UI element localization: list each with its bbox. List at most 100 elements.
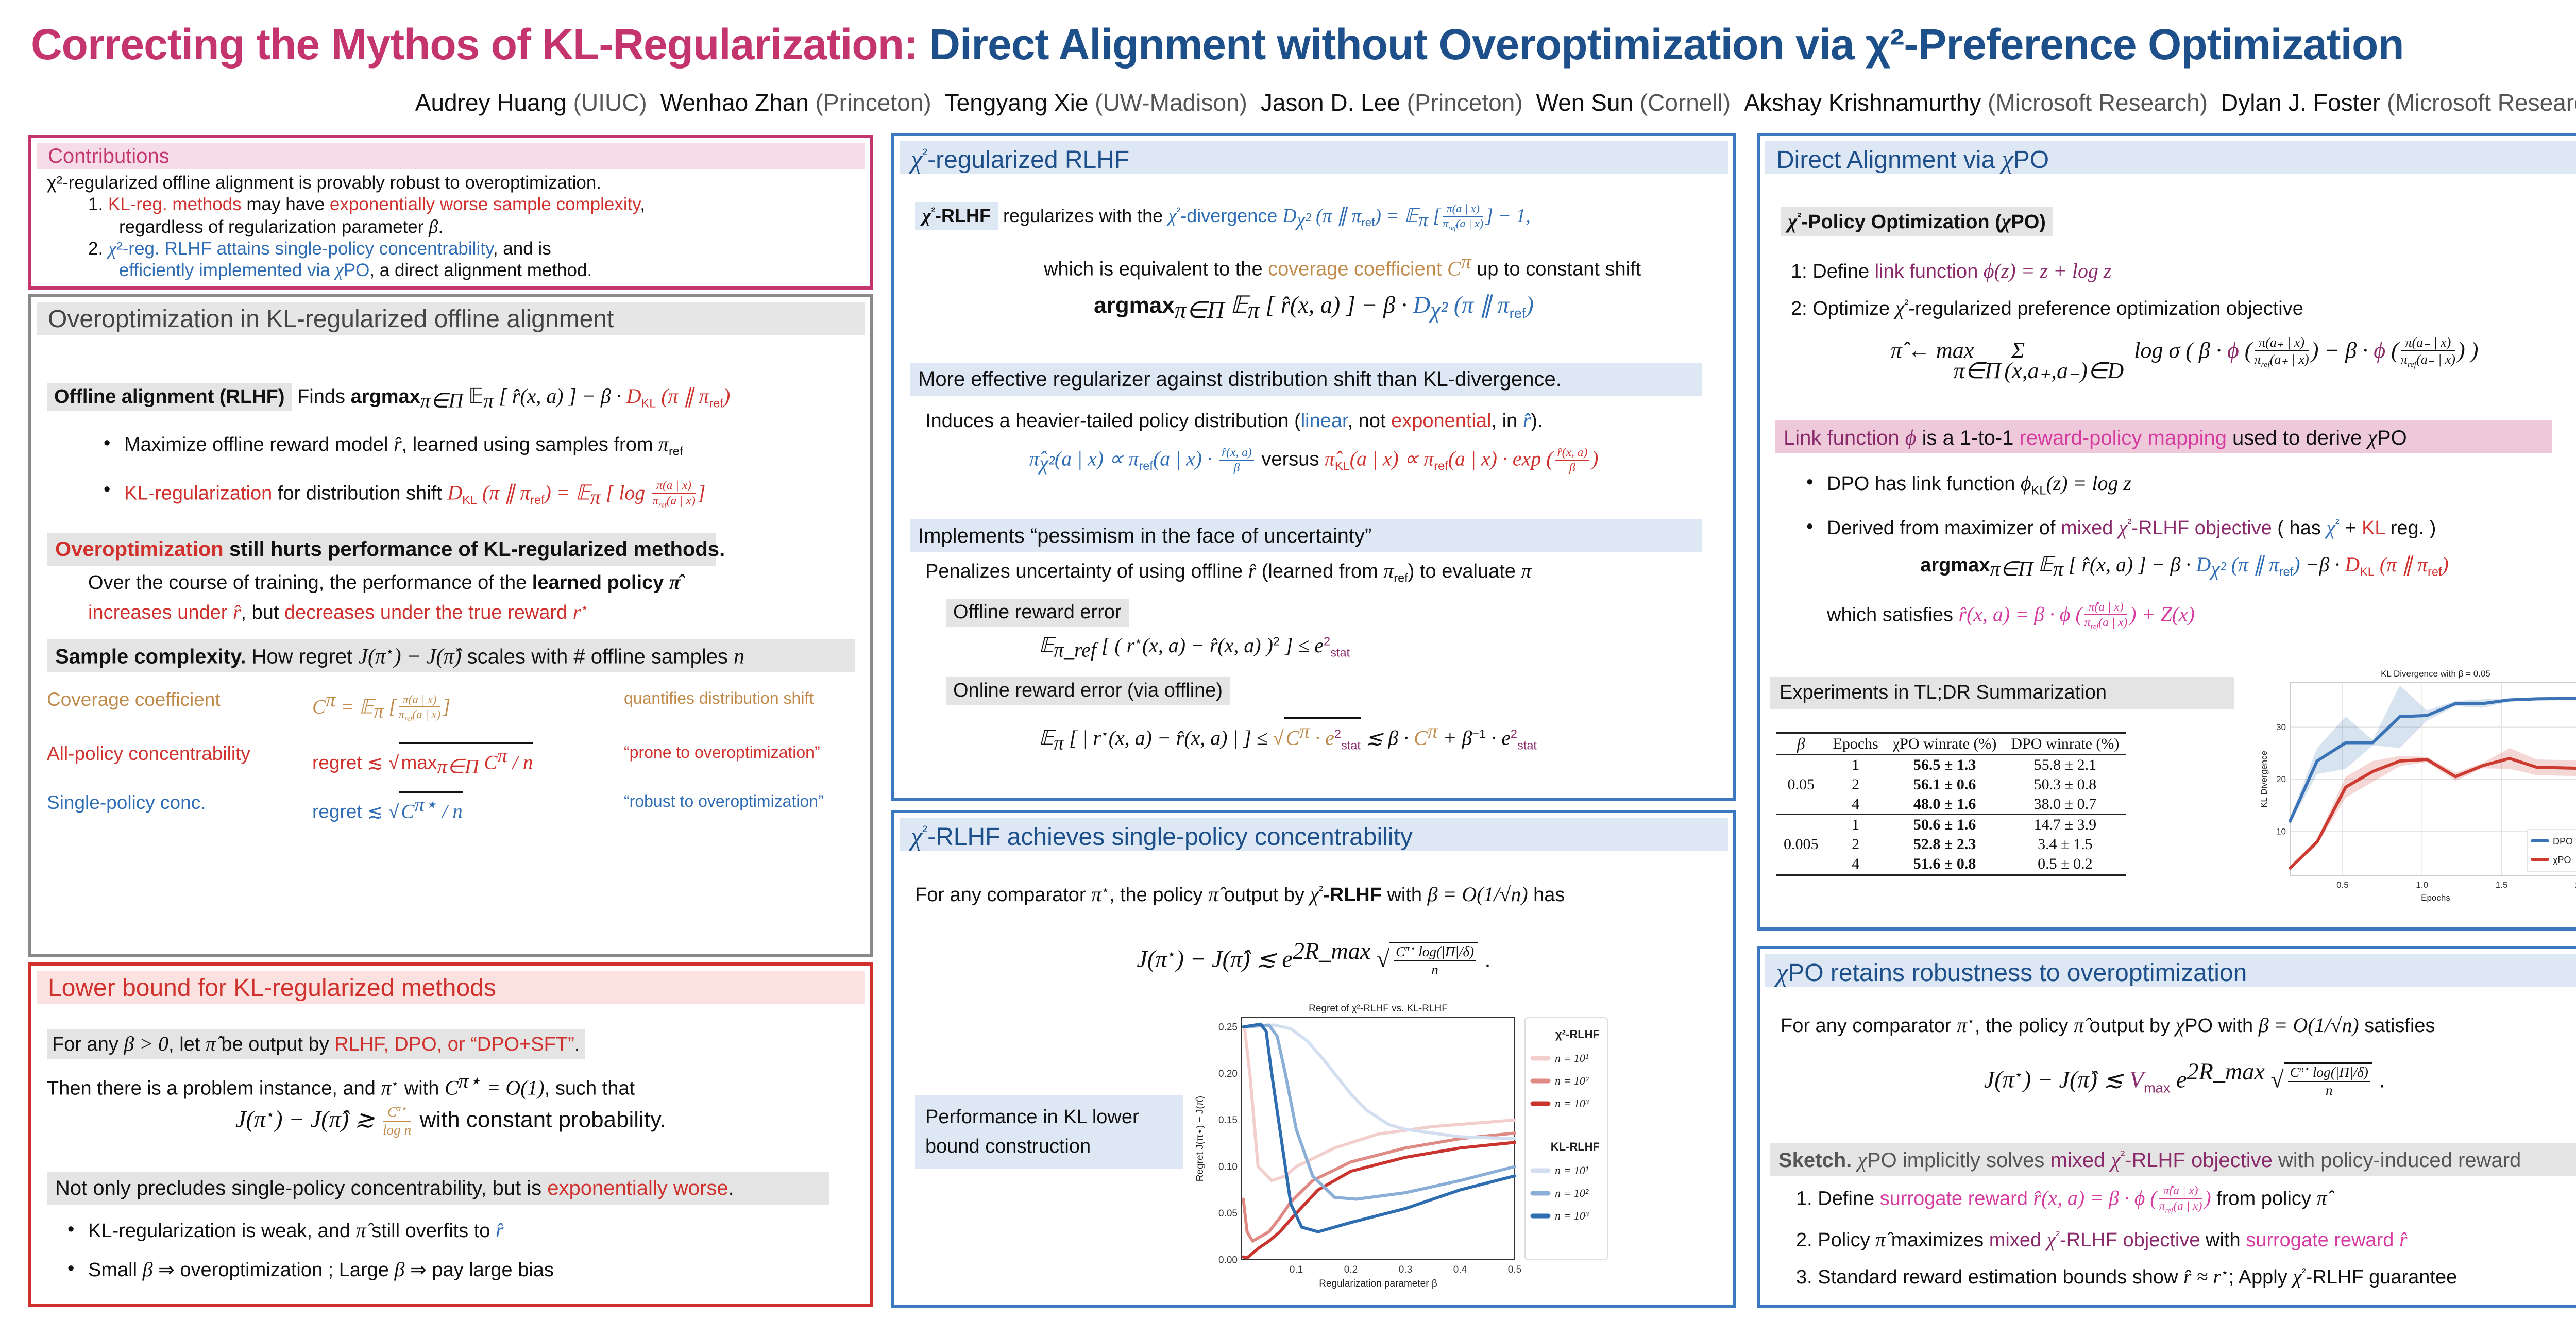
text-segment: Single-policy conc. bbox=[47, 792, 206, 813]
text-segment: increases under bbox=[88, 602, 233, 623]
text-segment: Derived from maximizer of bbox=[1827, 517, 2061, 539]
table-cell bbox=[1776, 854, 1826, 875]
text-segment: ² bbox=[2335, 516, 2340, 530]
table-cell: 48.0 ± 1.6 bbox=[1913, 796, 1976, 813]
text-segment: π∈Π bbox=[420, 388, 464, 412]
y-axis-label: KL Divergence bbox=[2259, 751, 2269, 808]
panel-header: Overoptimization in KL-regularized offli… bbox=[37, 302, 865, 335]
chi2-rlhf-label: χ²-RLHF bbox=[915, 202, 998, 230]
text-segment: π bbox=[483, 388, 494, 412]
text-segment: DPO has link function bbox=[1827, 473, 2021, 495]
text-segment: ² bbox=[922, 823, 928, 840]
text-segment: ⋆ bbox=[1967, 1014, 1975, 1028]
col-beta: β bbox=[1797, 735, 1805, 753]
text-segment: regret ≲ bbox=[312, 801, 389, 822]
text-segment: ) = 𝔼 bbox=[1375, 205, 1418, 227]
text-segment: -reg. RLHF attains single-policy concent… bbox=[122, 239, 493, 259]
text-segment: χ bbox=[2118, 516, 2128, 539]
text-segment: “prone to overoptimization” bbox=[624, 743, 820, 762]
text-segment: Cπ⋆ log(|Π|/δ) n bbox=[2287, 1064, 2370, 1099]
text-segment: Sketch. bbox=[1778, 1149, 1852, 1172]
text-segment: ⋆ bbox=[391, 1077, 399, 1090]
text-segment: ( bbox=[2239, 337, 2252, 363]
overoptimization-panel: Overoptimization in KL-regularized offli… bbox=[28, 294, 873, 957]
training-line-1: Over the course of training, the perform… bbox=[88, 570, 681, 595]
text-segment: π(a | x) bbox=[656, 479, 691, 492]
lower-bound-premise: For any β > 0, let π̂ be output by RLHF,… bbox=[47, 1029, 585, 1059]
text-segment: π(a | x) bbox=[1446, 202, 1480, 215]
text-segment: J(π bbox=[235, 1106, 266, 1132]
step-link-function: 1: Define link function ϕ(z) = z + log z bbox=[1791, 259, 2111, 284]
text-segment: surrogate reward bbox=[1879, 1188, 2033, 1210]
robustness-panel: χPO retains robustness to overoptimizati… bbox=[1757, 946, 2576, 1308]
text-segment: π⋆ bbox=[414, 793, 437, 816]
text-segment: still hurts performance of KL-regularize… bbox=[223, 538, 725, 561]
table-row: 0.005 2 52.8 ± 2.3 3.4 ± 1.5 bbox=[1776, 835, 2126, 854]
text-segment: (a | x) bbox=[412, 708, 441, 721]
text-segment: √ bbox=[1370, 945, 1390, 972]
table-row: 4 48.0 ± 1.6 38.0 ± 0.7 bbox=[1776, 794, 2126, 815]
text-segment: 2R_max bbox=[2187, 1058, 2265, 1085]
text-segment: max bbox=[2143, 1079, 2171, 1096]
text-segment: reg. ) bbox=[2385, 517, 2436, 539]
training-line-2: increases under r̂, but decreases under … bbox=[88, 600, 588, 625]
text-segment: argmax bbox=[350, 386, 420, 408]
text-segment: π∈Π bbox=[437, 755, 479, 778]
text-segment: C bbox=[479, 751, 498, 774]
text-segment: π̂(a | x) πref(a | x) bbox=[2084, 600, 2128, 632]
text-segment: PO bbox=[2377, 427, 2407, 449]
sample-complexity-name: Coverage coefficient bbox=[47, 688, 221, 711]
sketch-step-2: 2. Policy π̂ maximizes mixed χ²-RLHF obj… bbox=[1796, 1227, 2408, 1253]
table-cell: 50.3 ± 0.8 bbox=[2033, 776, 2097, 793]
panel-header: χ²-RLHF achieves single-policy concentra… bbox=[900, 818, 1728, 851]
text-segment: log(|Π|/δ) bbox=[2309, 1064, 2368, 1080]
text-segment: D bbox=[2196, 553, 2211, 576]
sample-complexity-formula: regret ≲ √ Cπ⋆ / n bbox=[312, 791, 463, 824]
text-segment: , a direct alignment method. bbox=[369, 260, 592, 280]
offline-reward-error-label: Offline reward error bbox=[946, 599, 1129, 627]
text-segment: . bbox=[2372, 1067, 2385, 1093]
text-segment: π̂ bbox=[1324, 447, 1335, 470]
author-list: Audrey Huang (UIUC) Wenhao Zhan (Princeto… bbox=[402, 89, 2576, 116]
text-segment: ref bbox=[658, 501, 667, 510]
text-segment: β bbox=[1569, 461, 1575, 475]
text-segment: -RLHF guarantee bbox=[2306, 1266, 2458, 1288]
text-segment: stat bbox=[1341, 738, 1361, 752]
text-segment: π bbox=[1418, 209, 1428, 231]
text-segment: r̂ bbox=[1522, 409, 1531, 432]
author-name: Wen Sun bbox=[1536, 89, 1634, 116]
title-part2: Direct Alignment without Overoptimizatio… bbox=[929, 20, 2404, 69]
text-segment: , learned using samples from bbox=[401, 434, 659, 455]
text-segment: surrogate reward bbox=[2246, 1229, 2399, 1251]
text-segment: 2 bbox=[1273, 634, 1280, 648]
text-segment: π̂ bbox=[2074, 1013, 2084, 1037]
legend-group-title: χ²-RLHF bbox=[1555, 1028, 1600, 1041]
text-segment: (a | x) ∝ π bbox=[1349, 447, 1434, 470]
text-segment: log σ ( β · bbox=[2128, 337, 2227, 363]
text-segment: How regret bbox=[246, 645, 359, 668]
text-segment: π_ref bbox=[1054, 638, 1096, 662]
text-segment: exponentially worse bbox=[547, 1177, 728, 1199]
author-affiliation: (Microsoft Research) bbox=[1981, 89, 2208, 116]
table-cell: 56.1 ± 0.6 bbox=[1913, 776, 1976, 793]
text-segment: Induces a heavier-tailed policy distribu… bbox=[925, 410, 1301, 432]
text-segment: (π ∥ π bbox=[2226, 553, 2279, 576]
text-segment: mixed bbox=[2050, 1149, 2111, 1172]
text-segment: (a | x) ∝ π bbox=[1054, 447, 1139, 470]
author-name: Tengyang Xie bbox=[944, 89, 1089, 116]
text-segment: ref bbox=[1361, 216, 1375, 229]
bullet-dpo-link: DPO has link function ϕKL(z) = log z bbox=[1806, 471, 2131, 498]
text-segment: -RLHF bbox=[1323, 884, 1382, 906]
experiments-label: Experiments in TL;DR Summarization bbox=[1770, 677, 2234, 709]
text-segment: ) to evaluate bbox=[1408, 561, 1521, 582]
legend-label: n = 10¹ bbox=[1555, 1052, 1588, 1064]
text-segment: Overoptimization bbox=[55, 538, 224, 561]
text-segment: π̂ bbox=[669, 570, 681, 594]
text-segment: for distribution shift bbox=[272, 482, 448, 504]
text-segment: KL-reg. methods bbox=[103, 194, 247, 214]
text-segment: quantifies distribution shift bbox=[624, 689, 814, 707]
text-segment: PO bbox=[2013, 146, 2049, 174]
author-affiliation: (Cornell) bbox=[1633, 89, 1731, 116]
text-segment: √ bbox=[2264, 1066, 2284, 1093]
text-segment: output by bbox=[1218, 884, 1310, 906]
